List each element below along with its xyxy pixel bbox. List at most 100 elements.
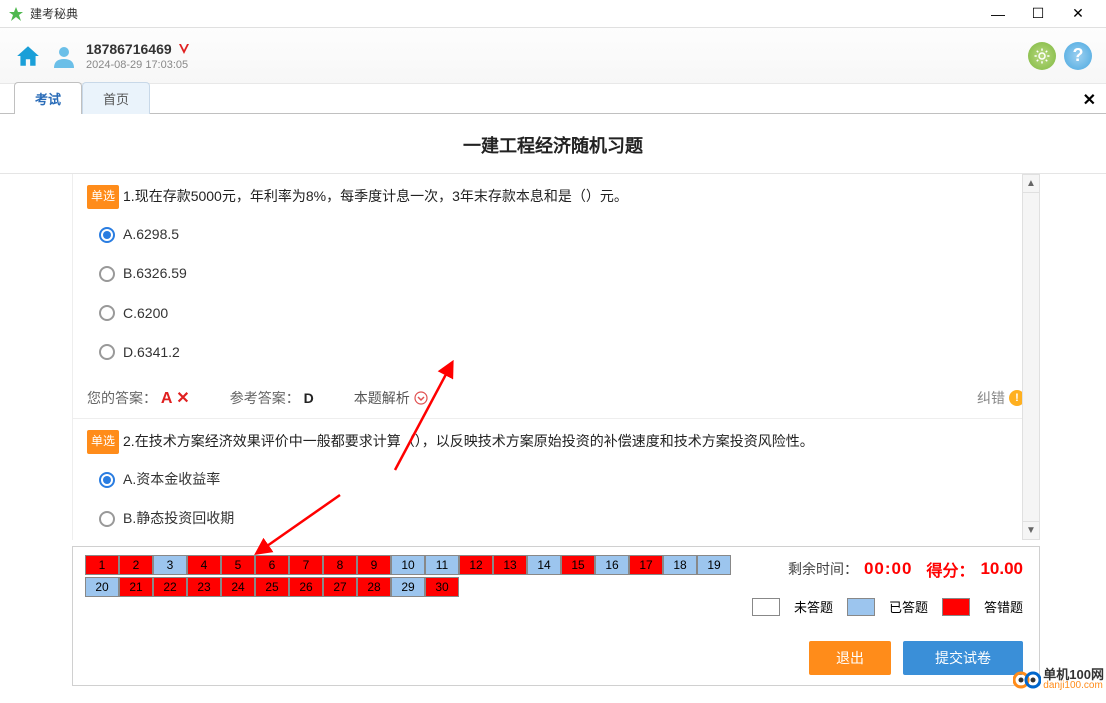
report-label: 纠错 bbox=[977, 388, 1005, 408]
qnav-16[interactable]: 16 bbox=[595, 555, 629, 575]
qnav-23[interactable]: 23 bbox=[187, 577, 221, 597]
watermark-logo-icon bbox=[1013, 669, 1041, 691]
radio-icon bbox=[99, 511, 115, 527]
qnav-21[interactable]: 21 bbox=[119, 577, 153, 597]
option-c[interactable]: C.6200 bbox=[99, 294, 1025, 333]
gear-icon bbox=[1033, 47, 1051, 65]
submit-button[interactable]: 提交试卷 bbox=[903, 641, 1023, 675]
your-answer-value: A bbox=[161, 390, 172, 407]
option-label: B.静态投资回收期 bbox=[123, 506, 234, 531]
watermark-domain: danji100.com bbox=[1043, 681, 1104, 691]
footer-panel: 1234567891011121314151617181920212223242… bbox=[72, 546, 1040, 686]
qnav-8[interactable]: 8 bbox=[323, 555, 357, 575]
qnav-29[interactable]: 29 bbox=[391, 577, 425, 597]
titlebar: 建考秘典 — ☐ ✕ bbox=[0, 0, 1106, 28]
question-1: 单选1.现在存款5000元，年利率为8%，每季度计息一次，3年末存款本息和是（）… bbox=[73, 174, 1039, 378]
qnav-30[interactable]: 30 bbox=[425, 577, 459, 597]
qnav-10[interactable]: 10 bbox=[391, 555, 425, 575]
radio-icon bbox=[99, 305, 115, 321]
button-row: 退出 提交试卷 bbox=[809, 641, 1023, 675]
tab-exam[interactable]: 考试 bbox=[14, 82, 82, 114]
qnav-26[interactable]: 26 bbox=[289, 577, 323, 597]
qnav-15[interactable]: 15 bbox=[561, 555, 595, 575]
qnav-5[interactable]: 5 bbox=[221, 555, 255, 575]
option-b[interactable]: B.静态投资回收期 bbox=[99, 499, 1025, 538]
ref-answer-value: D bbox=[304, 390, 314, 406]
score-value: 10.00 bbox=[980, 559, 1023, 579]
option-label: B.6326.59 bbox=[123, 261, 187, 286]
time-value: 00:00 bbox=[864, 559, 912, 579]
question-type-tag: 单选 bbox=[87, 185, 119, 209]
qnav-13[interactable]: 13 bbox=[493, 555, 527, 575]
qnav-11[interactable]: 11 bbox=[425, 555, 459, 575]
legend: 未答题 已答题 答错题 bbox=[752, 597, 1023, 616]
scroll-down-button[interactable]: ▼ bbox=[1023, 521, 1039, 539]
legend-box-wrong bbox=[942, 598, 970, 616]
option-d[interactable]: D.6341.2 bbox=[99, 333, 1025, 372]
question-nav-grid: 1234567891011121314151617181920212223242… bbox=[85, 555, 745, 599]
qnav-24[interactable]: 24 bbox=[221, 577, 255, 597]
exit-button[interactable]: 退出 bbox=[809, 641, 891, 675]
help-button[interactable]: ? bbox=[1064, 42, 1092, 70]
user-icon[interactable] bbox=[52, 44, 76, 68]
qnav-19[interactable]: 19 bbox=[697, 555, 731, 575]
time-label: 剩余时间： bbox=[788, 559, 858, 579]
explain-toggle[interactable]: 本题解析 bbox=[354, 388, 428, 408]
app-icon bbox=[8, 6, 24, 22]
radio-icon bbox=[99, 344, 115, 360]
radio-icon bbox=[99, 266, 115, 282]
legend-box-answered bbox=[847, 598, 875, 616]
report-error-button[interactable]: 纠错! bbox=[977, 388, 1025, 408]
question-2: 单选2.在技术方案经济效果评价中一般都要求计算（），以反映技术方案原始投资的补偿… bbox=[73, 418, 1039, 540]
qnav-17[interactable]: 17 bbox=[629, 555, 663, 575]
option-a[interactable]: A.6298.5 bbox=[99, 215, 1025, 254]
user-timestamp: 2024-08-29 17:03:05 bbox=[86, 59, 191, 71]
tab-bar: 考试 首页 ✕ bbox=[0, 84, 1106, 114]
option-a[interactable]: A.资本金收益率 bbox=[99, 460, 1025, 499]
radio-icon bbox=[99, 227, 115, 243]
qnav-28[interactable]: 28 bbox=[357, 577, 391, 597]
qnav-7[interactable]: 7 bbox=[289, 555, 323, 575]
header: 18786716469 2024-08-29 17:03:05 ? bbox=[0, 28, 1106, 84]
window-title: 建考秘典 bbox=[30, 5, 78, 22]
option-c[interactable]: C.财务净现值 bbox=[99, 539, 1025, 541]
option-label: A.资本金收益率 bbox=[123, 467, 220, 492]
chevron-down-icon bbox=[414, 391, 428, 405]
vip-icon bbox=[177, 42, 191, 56]
minimize-button[interactable]: — bbox=[978, 0, 1018, 28]
qnav-22[interactable]: 22 bbox=[153, 577, 187, 597]
qnav-4[interactable]: 4 bbox=[187, 555, 221, 575]
qnav-12[interactable]: 12 bbox=[459, 555, 493, 575]
close-button[interactable]: ✕ bbox=[1058, 0, 1098, 28]
explain-label: 本题解析 bbox=[354, 388, 410, 408]
option-b[interactable]: B.6326.59 bbox=[99, 254, 1025, 293]
radio-icon bbox=[99, 472, 115, 488]
page-title: 一建工程经济随机习题 bbox=[0, 114, 1106, 173]
qnav-1[interactable]: 1 bbox=[85, 555, 119, 575]
ref-answer-label: 参考答案： bbox=[230, 390, 300, 406]
qnav-9[interactable]: 9 bbox=[357, 555, 391, 575]
home-icon[interactable] bbox=[14, 43, 42, 69]
maximize-button[interactable]: ☐ bbox=[1018, 0, 1058, 28]
question-area: 单选1.现在存款5000元，年利率为8%，每季度计息一次，3年末存款本息和是（）… bbox=[72, 174, 1040, 540]
status-row: 剩余时间： 00:00 得分： 10.00 bbox=[788, 557, 1023, 581]
qnav-14[interactable]: 14 bbox=[527, 555, 561, 575]
scroll-up-button[interactable]: ▲ bbox=[1023, 175, 1039, 193]
tab-close-button[interactable]: ✕ bbox=[1083, 90, 1096, 110]
tab-home[interactable]: 首页 bbox=[82, 82, 150, 114]
qnav-3[interactable]: 3 bbox=[153, 555, 187, 575]
legend-box-unanswered bbox=[752, 598, 780, 616]
qnav-27[interactable]: 27 bbox=[323, 577, 357, 597]
qnav-18[interactable]: 18 bbox=[663, 555, 697, 575]
legend-answered: 已答题 bbox=[889, 597, 928, 616]
legend-wrong: 答错题 bbox=[984, 597, 1023, 616]
qnav-6[interactable]: 6 bbox=[255, 555, 289, 575]
qnav-2[interactable]: 2 bbox=[119, 555, 153, 575]
qnav-20[interactable]: 20 bbox=[85, 577, 119, 597]
qnav-25[interactable]: 25 bbox=[255, 577, 289, 597]
settings-button[interactable] bbox=[1028, 42, 1056, 70]
option-label: A.6298.5 bbox=[123, 222, 179, 247]
your-answer-label: 您的答案： bbox=[87, 390, 157, 406]
scrollbar[interactable]: ▲ ▼ bbox=[1022, 174, 1040, 540]
score-label: 得分： bbox=[926, 557, 974, 581]
